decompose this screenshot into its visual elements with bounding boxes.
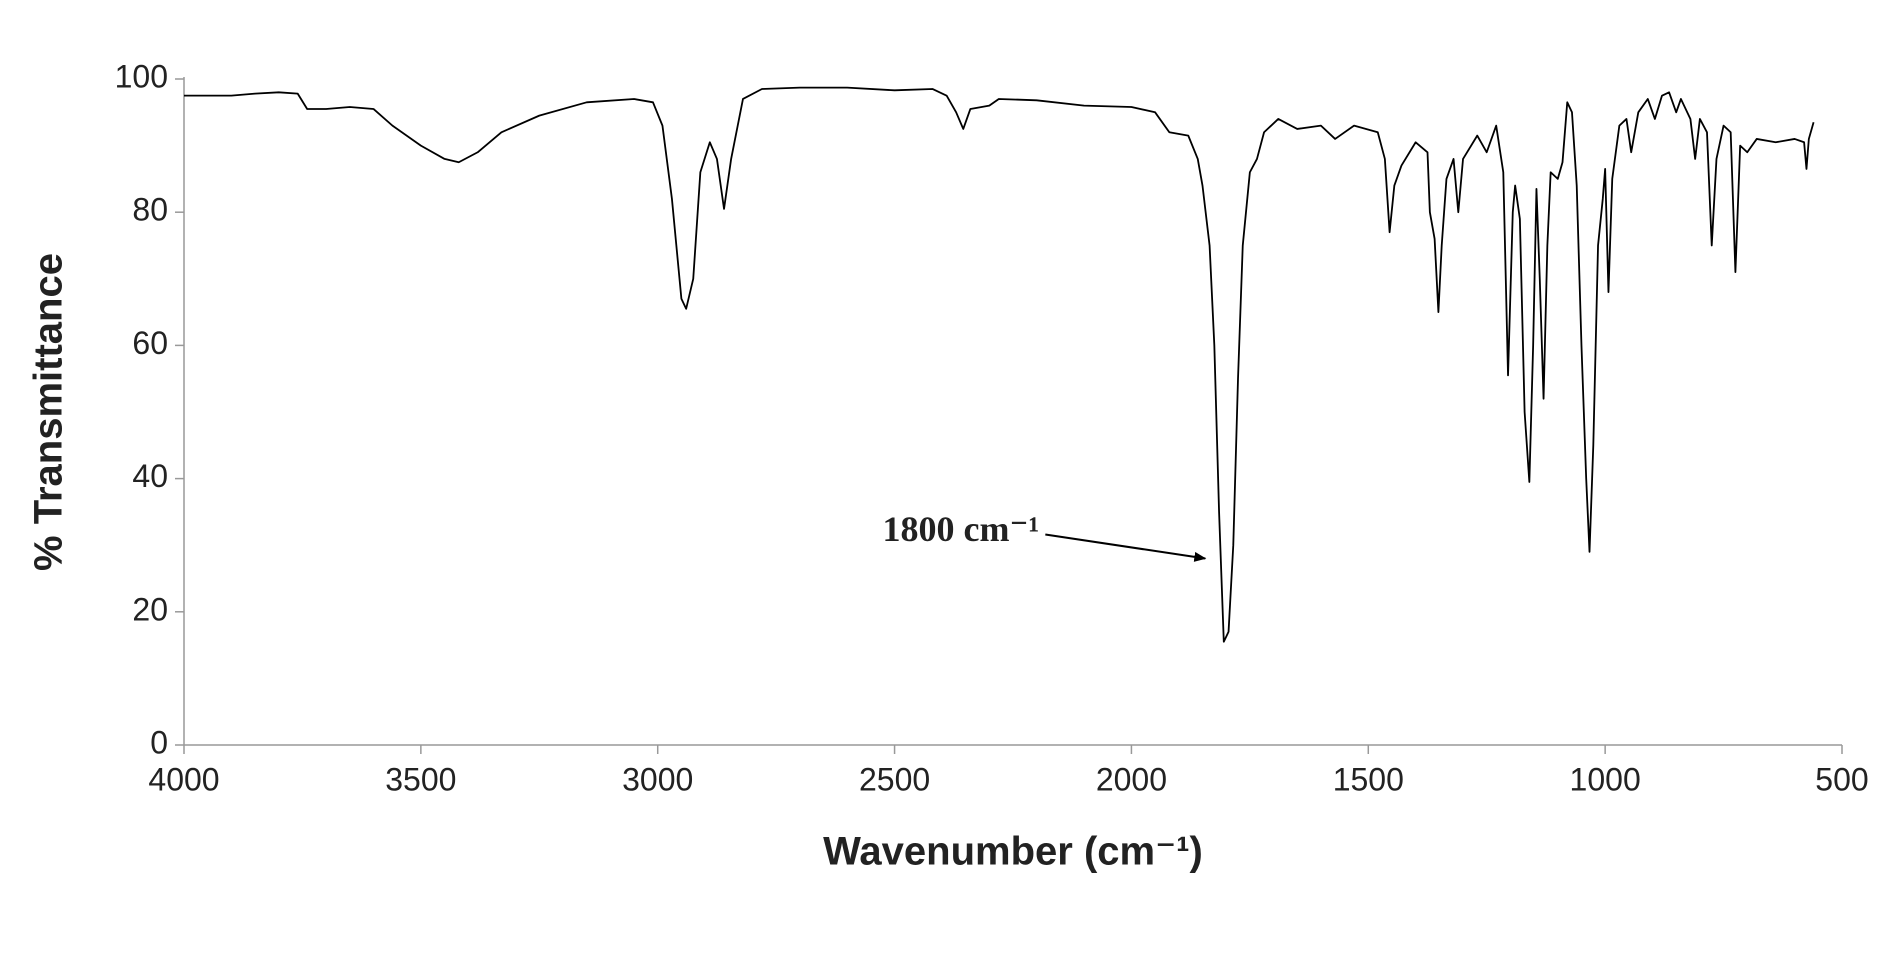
y-tick-label: 60 [132,325,168,361]
x-tick-label: 500 [1815,761,1868,797]
x-tick-label: 3000 [622,761,693,797]
x-tick-label: 4000 [148,761,219,797]
y-tick-label: 40 [132,458,168,494]
spectrum-line [184,86,1815,643]
x-tick-label: 1500 [1333,761,1404,797]
y-tick-label: 100 [115,58,168,94]
y-tick-label: 80 [132,192,168,228]
annotation-text: 1800 cm⁻¹ [883,509,1040,549]
x-axis-title: Wavenumber (cm⁻¹) [823,830,1203,874]
y-tick-label: 20 [132,591,168,627]
x-tick-label: 1000 [1570,761,1641,797]
y-axis-title: % Transmittance [27,253,71,571]
y-tick-label: 0 [150,724,168,760]
x-tick-label: 3500 [385,761,456,797]
annotation-arrow [1045,533,1207,562]
x-tick-label: 2000 [1096,761,1167,797]
x-tick-label: 2500 [859,761,930,797]
